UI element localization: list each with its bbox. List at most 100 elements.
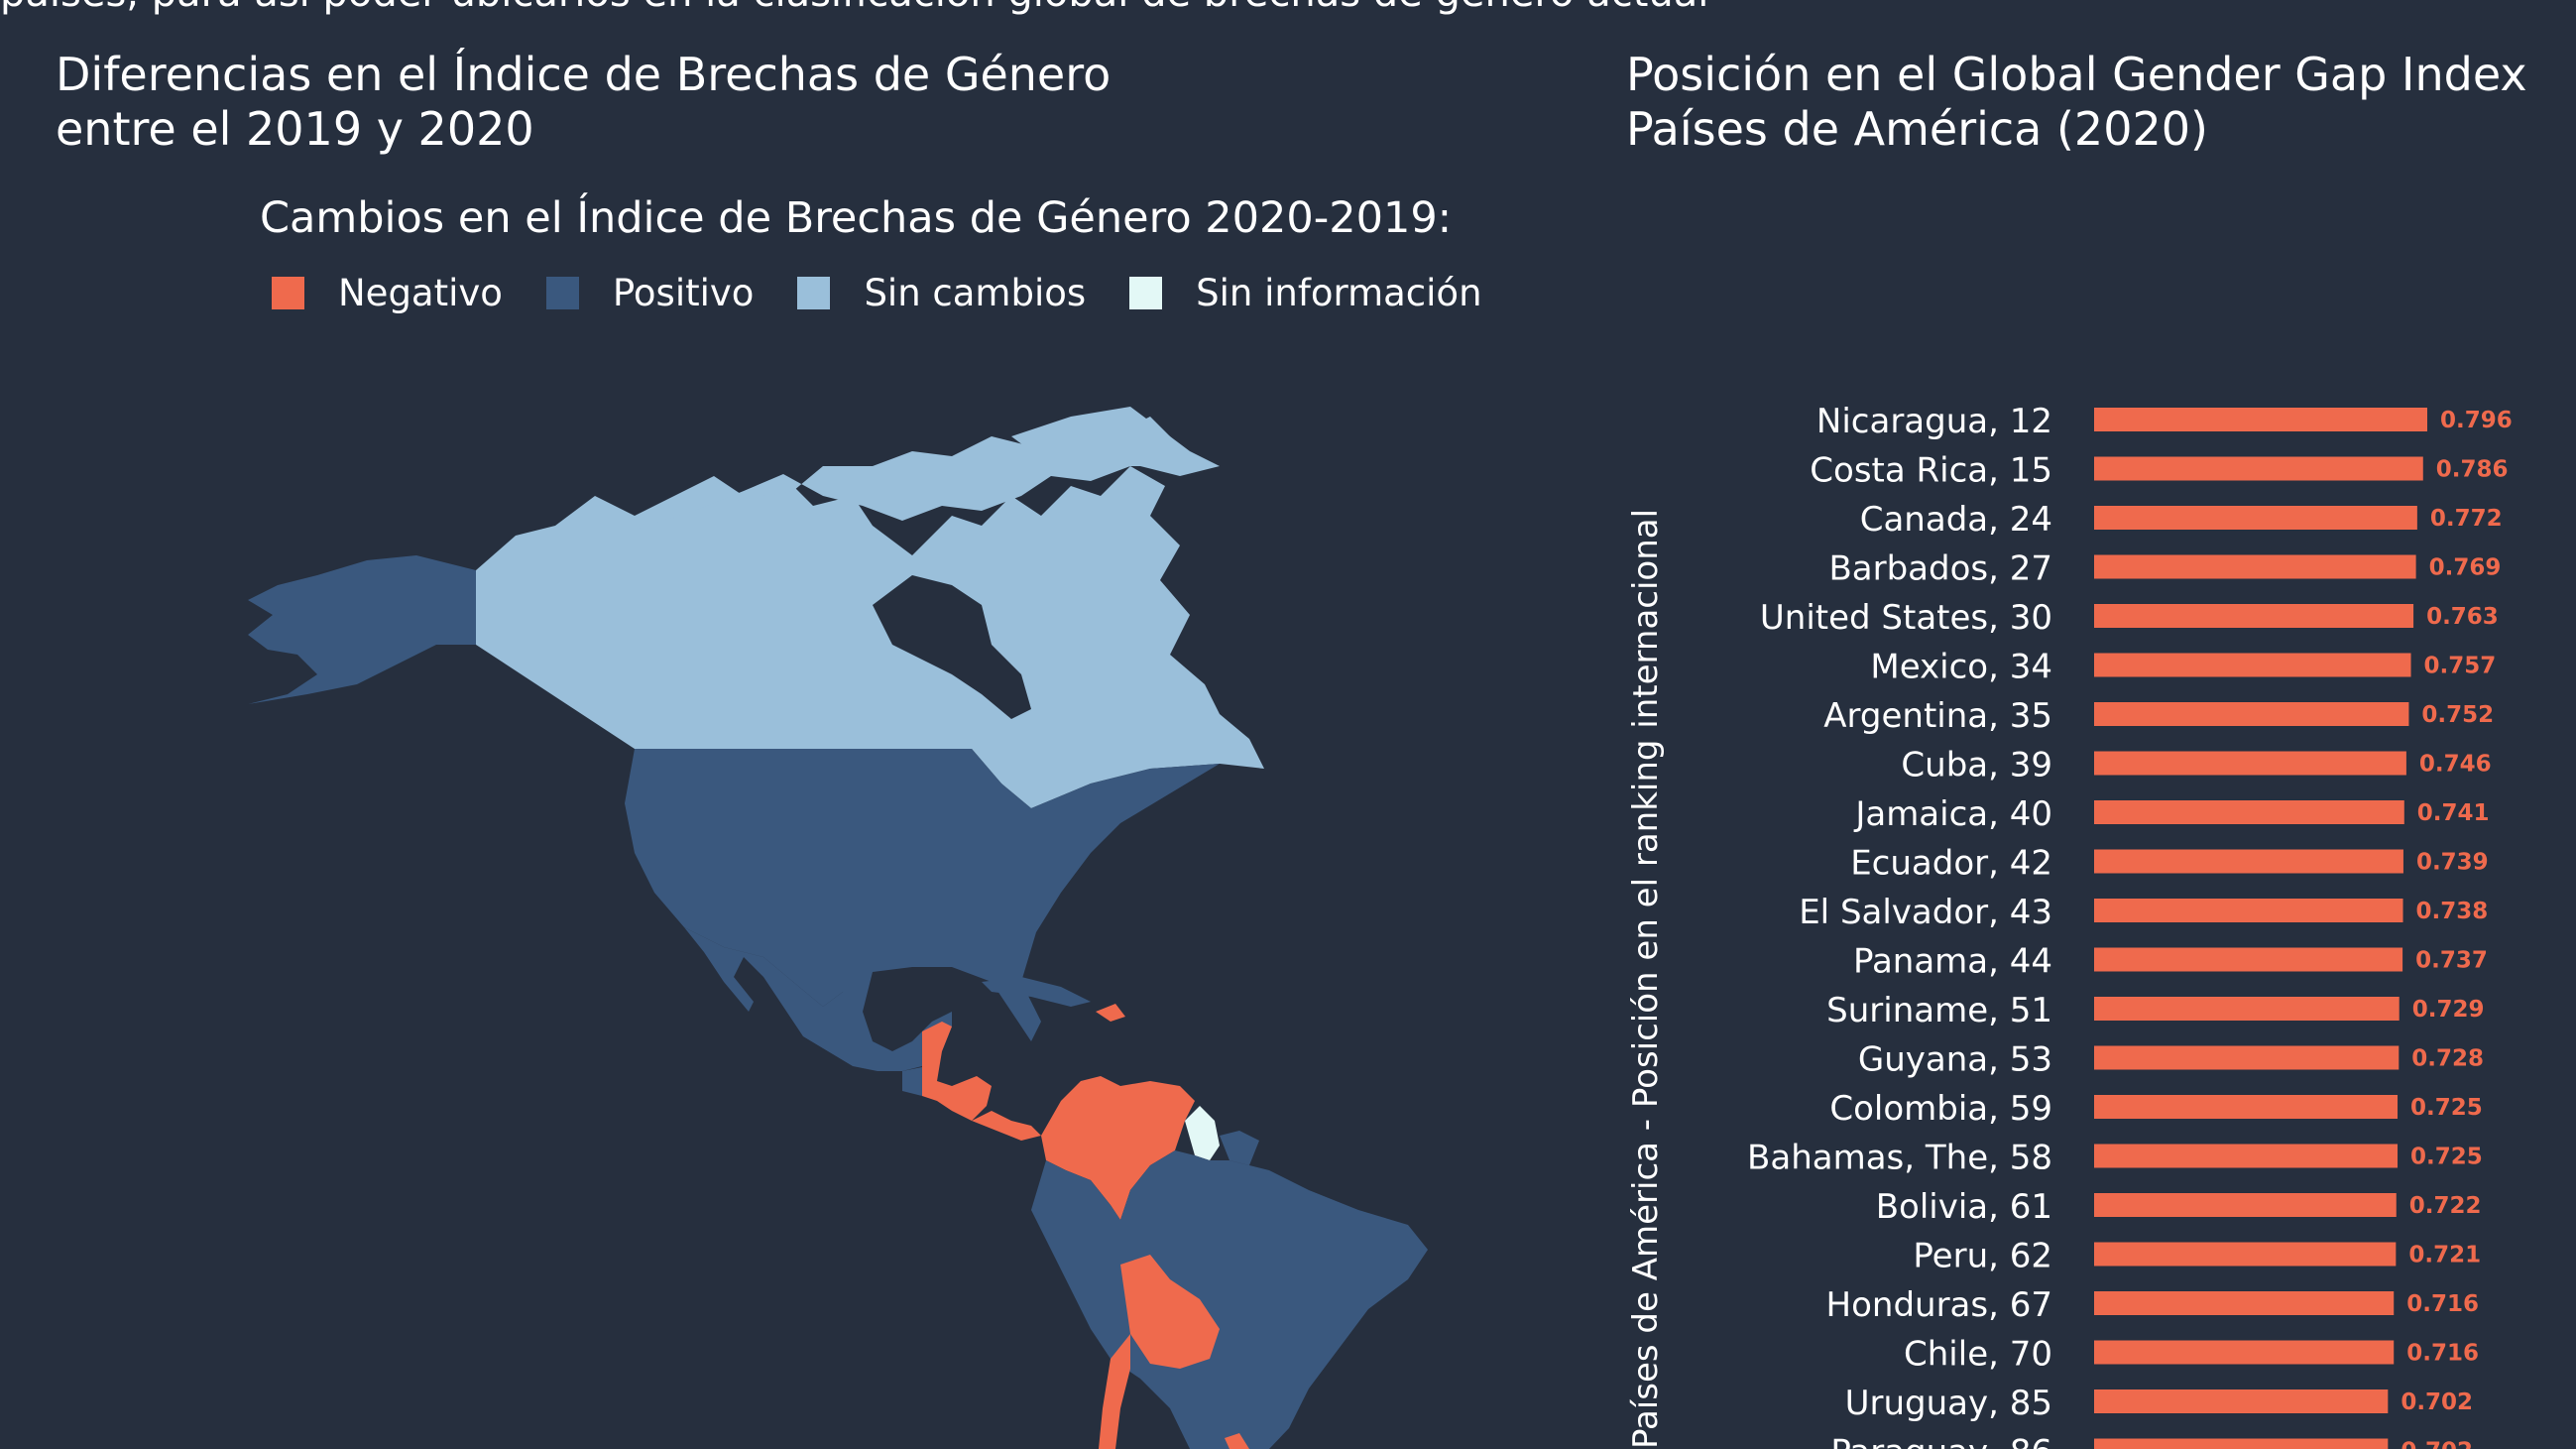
legend-item-positivo[interactable]: Positivo <box>545 272 755 314</box>
bar-value-label: 0.752 <box>2421 702 2494 728</box>
bar-category-label: Ecuador, 42 <box>1850 844 2052 884</box>
legend-item-sin-cambios[interactable]: Sin cambios <box>797 272 1086 314</box>
bar[interactable] <box>2094 800 2404 824</box>
bar-value-label: 0.741 <box>2417 800 2490 826</box>
bar-value-label: 0.716 <box>2406 1341 2479 1367</box>
bar[interactable] <box>2094 702 2409 726</box>
bar-value-label: 0.737 <box>2415 948 2488 974</box>
legend-swatch-positivo <box>545 277 579 309</box>
map-country-brazil[interactable] <box>1031 1150 1428 1449</box>
bar-value-label: 0.769 <box>2429 555 2502 581</box>
bar[interactable] <box>2094 997 2400 1021</box>
bar-value-label: 0.721 <box>2408 1243 2481 1268</box>
bar-category-label: Paraguay, 86 <box>1830 1433 2052 1449</box>
legend: Negativo Positivo Sin cambios Sin inform… <box>272 272 1526 314</box>
bar-category-label: Suriname, 51 <box>1826 991 2052 1030</box>
bar-value-label: 0.772 <box>2430 506 2503 532</box>
bar-value-label: 0.725 <box>2410 1145 2483 1170</box>
map-country-chile[interactable] <box>1099 1334 1130 1449</box>
bar-value-label: 0.796 <box>2440 408 2513 433</box>
bar-category-label: Mexico, 34 <box>1870 648 2052 687</box>
bar[interactable] <box>2094 1438 2389 1449</box>
chart-title: Posición en el Global Gender Gap Index P… <box>1626 48 2527 156</box>
bar[interactable] <box>2094 408 2427 431</box>
bar-value-label: 0.716 <box>2406 1291 2479 1317</box>
top-cut-text: países, para así poder ubicarlos en la c… <box>0 0 1708 16</box>
bar[interactable] <box>2094 1389 2389 1413</box>
bar[interactable] <box>2094 1144 2399 1168</box>
bar-category-label: Guyana, 53 <box>1858 1040 2052 1080</box>
legend-title: Cambios en el Índice de Brechas de Géner… <box>260 193 1453 243</box>
bar-value-label: 0.702 <box>2400 1389 2473 1415</box>
bar-category-label: Cuba, 39 <box>1901 746 2052 785</box>
bar-value-label: 0.763 <box>2426 604 2499 630</box>
legend-item-sin-informacion[interactable]: Sin información <box>1129 272 1482 314</box>
bar[interactable] <box>2094 899 2403 922</box>
bar-category-label: Bolivia, 61 <box>1876 1187 2052 1227</box>
legend-item-negativo[interactable]: Negativo <box>272 272 503 314</box>
legend-swatch-negativo <box>272 277 304 309</box>
map-country-suriname[interactable] <box>1220 1131 1259 1165</box>
bar[interactable] <box>2094 653 2411 677</box>
map-country-mexico[interactable] <box>684 927 952 1071</box>
map-country-hispaniola[interactable] <box>1096 1004 1125 1022</box>
bar-category-label: Colombia, 59 <box>1829 1089 2052 1129</box>
bar[interactable] <box>2094 947 2403 972</box>
bar-category-label: Bahamas, The, 58 <box>1747 1139 2052 1178</box>
map-country-usa[interactable] <box>625 749 1220 1041</box>
bar[interactable] <box>2094 554 2416 579</box>
bar[interactable] <box>2094 751 2406 776</box>
bar-category-label: Costa Rica, 15 <box>1810 451 2052 491</box>
bar[interactable] <box>2094 849 2403 874</box>
map-country-colombia-venezuela[interactable] <box>1041 1076 1195 1220</box>
bar-category-label: Canada, 24 <box>1860 500 2052 540</box>
map-country-alaska[interactable] <box>248 555 476 704</box>
bar-category-label: Barbados, 27 <box>1828 549 2052 589</box>
map-country-canada[interactable] <box>476 466 1264 808</box>
legend-swatch-sin-informacion <box>1129 277 1163 309</box>
legend-label-sin-cambios: Sin cambios <box>864 272 1087 314</box>
bar[interactable] <box>2094 604 2414 628</box>
bar-category-label: Peru, 62 <box>1913 1237 2052 1276</box>
bar[interactable] <box>2094 1045 2400 1070</box>
bar-value-label: 0.729 <box>2412 997 2485 1023</box>
bar[interactable] <box>2094 1340 2395 1365</box>
map-country-bolivia[interactable] <box>1120 1255 1220 1369</box>
bar-value-label: 0.786 <box>2436 457 2509 483</box>
map-country-guyana[interactable] <box>1185 1106 1220 1160</box>
legend-label-negativo: Negativo <box>338 272 503 314</box>
bar-value-label: 0.722 <box>2409 1193 2482 1219</box>
bar-category-label: Jamaica, 40 <box>1853 794 2052 834</box>
bar-value-label: 0.757 <box>2424 654 2497 679</box>
bar[interactable] <box>2094 1193 2397 1217</box>
bar-category-label: Panama, 44 <box>1853 942 2052 982</box>
bar-value-label: 0.725 <box>2410 1095 2483 1121</box>
bar-category-label: United States, 30 <box>1760 598 2052 638</box>
bar-value-label: 0.738 <box>2416 899 2489 924</box>
bar-value-label: 0.728 <box>2411 1046 2484 1072</box>
legend-label-sin-informacion: Sin información <box>1196 272 1482 314</box>
bar[interactable] <box>2094 506 2417 530</box>
map-hudson-bay <box>873 575 1031 719</box>
map-country-paraguay-neg[interactable] <box>1225 1433 1249 1449</box>
bar-value-label: 0.702 <box>2400 1439 2473 1449</box>
bar-category-label: Honduras, 67 <box>1826 1285 2052 1325</box>
bar[interactable] <box>2094 1291 2395 1315</box>
legend-swatch-sin-cambios <box>797 277 831 309</box>
bar-category-label: Uruguay, 85 <box>1845 1384 2052 1423</box>
map-title: Diferencias en el Índice de Brechas de G… <box>56 48 1112 156</box>
map-island-ellesmere <box>1011 407 1220 476</box>
bar-category-label: Argentina, 35 <box>1823 696 2052 736</box>
map-country-cuba[interactable] <box>982 977 1091 1007</box>
bar-category-label: Nicaragua, 12 <box>1816 402 2052 441</box>
bar-chart: Nicaragua, 12 0.796 Costa Rica, 15 0.786 Can… <box>1747 402 2513 1449</box>
bar-category-label: El Salvador, 43 <box>1799 893 2052 932</box>
legend-label-positivo: Positivo <box>612 272 755 314</box>
map-country-panama[interactable] <box>972 1111 1041 1141</box>
bar-category-label: Chile, 70 <box>1904 1335 2052 1375</box>
map-country-central-neg[interactable] <box>922 1022 992 1121</box>
bar[interactable] <box>2094 1095 2399 1119</box>
bar-value-label: 0.746 <box>2419 752 2492 778</box>
bar[interactable] <box>2094 456 2423 481</box>
bar[interactable] <box>2094 1242 2397 1267</box>
